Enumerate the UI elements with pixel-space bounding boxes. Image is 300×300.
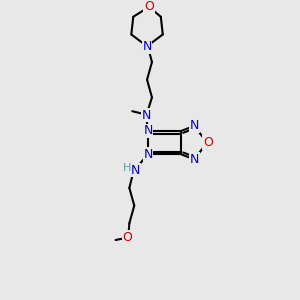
Text: N: N	[130, 164, 140, 177]
Text: N: N	[142, 40, 152, 53]
Text: O: O	[144, 0, 154, 14]
Text: N: N	[141, 109, 151, 122]
Text: O: O	[203, 136, 213, 149]
Text: H: H	[123, 163, 132, 173]
Text: N: N	[143, 124, 153, 137]
Text: N: N	[190, 119, 199, 132]
Text: N: N	[190, 153, 199, 166]
Text: N: N	[143, 148, 153, 161]
Text: O: O	[122, 231, 132, 244]
